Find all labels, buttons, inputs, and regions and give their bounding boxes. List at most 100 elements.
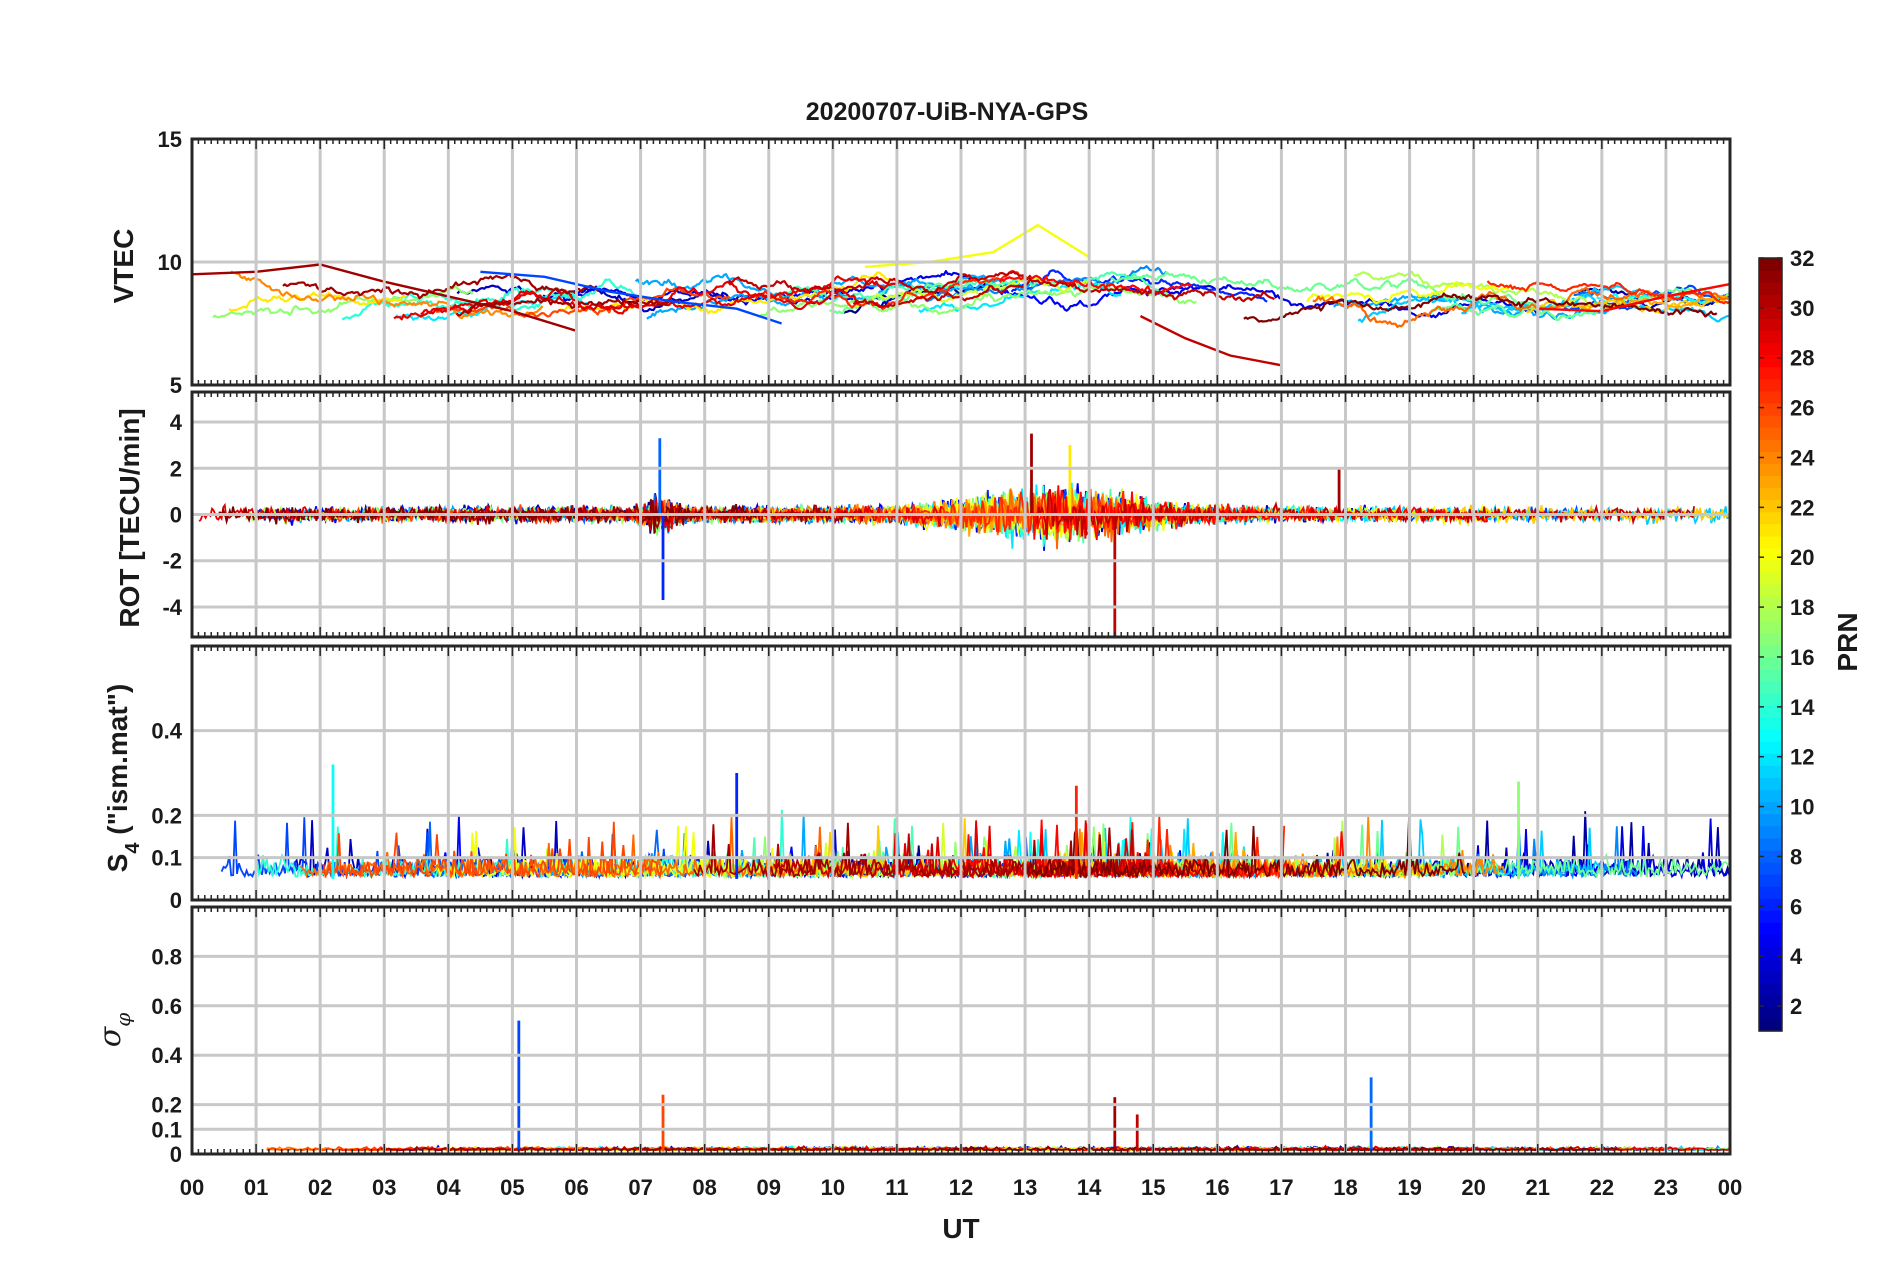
colorbar-tick-label: 14 [1790,695,1815,720]
colorbar-cell [1759,717,1782,730]
colorbar-cell [1759,668,1782,682]
rot-ylabel: ROT [TECU/min] [114,408,145,627]
colorbar-cell [1759,535,1782,549]
x-tick-label: 02 [308,1175,332,1200]
sigma-frame [190,905,1732,1156]
colorbar-tick-label: 32 [1790,246,1814,271]
vtec-frame [190,137,1732,387]
s4-grid [190,644,1732,902]
colorbar-cell [1759,898,1782,911]
rot-frame [190,390,1732,639]
rot-ytick-label: 4 [170,410,183,435]
vtec-ytick-label: 10 [158,250,182,275]
colorbar-cell [1759,680,1782,694]
x-tick-label: 07 [628,1175,652,1200]
colorbar-cell [1759,439,1782,452]
colorbar-cell [1759,547,1782,561]
sigma-ytick-label: 0.4 [151,1043,182,1068]
vtec-series-line [1110,271,1561,312]
colorbar-cell [1759,282,1782,295]
colorbar-cell [1759,258,1782,271]
colorbar-cell [1759,861,1782,875]
colorbar-frame [1758,257,1783,1032]
x-tick-label: 21 [1526,1175,1550,1200]
s4-ytick-label: 0.4 [151,719,182,744]
colorbar-cell [1759,692,1782,706]
colorbar-cell [1759,415,1782,428]
colorbar-tick-label: 6 [1790,894,1802,919]
s4-ytick-label: 0 [170,888,182,913]
colorbar-cell [1759,1018,1782,1032]
vtec-ytick-label: 5 [170,373,182,398]
rot-yticks: -4 -2 0 2 4 [162,410,182,620]
colorbar-cells [1758,257,1783,1032]
x-tick-label: 06 [564,1175,588,1200]
vtec-series-line [1243,292,1718,323]
colorbar-cell [1759,765,1782,778]
s4-yticks: 0 0.1 0.2 0.4 [151,719,182,913]
vtec-series-line [728,270,1032,294]
x-tick-label: 18 [1333,1175,1357,1200]
sigma-ytick-label: 0.2 [151,1093,182,1118]
colorbar-cell [1759,753,1782,766]
x-tick-label: 01 [244,1175,268,1200]
colorbar-tick-label: 18 [1790,595,1814,620]
s4-frame [190,644,1732,902]
colorbar-tick-label: 10 [1790,795,1814,820]
s4-ylabel-sub: 4 [122,842,144,854]
colorbar-cell [1759,644,1782,658]
colorbar-cell [1759,886,1782,899]
sigma-ytick-label: 0 [170,1142,182,1167]
vtec-series-line [1010,269,1268,303]
sigma-ytick-label: 0.6 [151,994,182,1019]
colorbar-cell [1759,499,1782,513]
x-tick-label: 16 [1205,1175,1229,1200]
colorbar-tick-label: 8 [1790,844,1802,869]
x-tick-label: 00 [180,1175,204,1200]
rot-ytick-label: 2 [170,456,182,481]
x-tick-label: 04 [436,1175,461,1200]
colorbar-cell [1759,801,1782,815]
vtec-grid [190,137,1732,387]
colorbar-cell [1759,777,1782,791]
s4-ytick-label: 0.2 [151,803,182,828]
sigma-panel: 00.10.2 0.4 0.6 0.8 [151,905,1732,1167]
s4-panel: 0 0.1 0.2 0.4 [151,644,1732,913]
colorbar-cell [1759,463,1782,476]
colorbar-tick-label: 22 [1790,495,1814,520]
colorbar-tick-label: 4 [1790,944,1803,969]
colorbar-tick-label: 2 [1790,994,1802,1019]
vtec-series-line [455,297,681,317]
sigma-grid [190,905,1732,1156]
vtec-panel: 5 10 15 [158,127,1732,398]
colorbar-cell [1759,934,1782,948]
colorbar-cell [1759,306,1782,319]
rot-grid [190,390,1732,639]
colorbar-cell [1759,704,1782,718]
x-tick-label: 12 [949,1175,973,1200]
colorbar-cell [1759,354,1782,368]
x-axis-label: UT [942,1213,979,1244]
figure-title: 20200707-UiB-NYA-GPS [806,98,1089,126]
colorbar-cell [1759,946,1782,960]
colorbar-cell [1759,342,1782,356]
vtec-series-line [754,270,1028,311]
colorbar-cell [1759,596,1782,609]
colorbar-cell [1759,620,1782,633]
s4-ylabel-main: S [102,854,133,873]
colorbar-cell [1759,994,1782,1008]
colorbar-cell [1759,1006,1782,1020]
colorbar-cell [1759,837,1782,851]
colorbar-cell [1759,330,1782,344]
vtec-series [191,223,1731,367]
x-tick-label: 22 [1590,1175,1614,1200]
colorbar-cell [1759,849,1782,863]
x-tick-labels: 00 01 02 03 04 05 06 07 08 09 10 11 12 13 14 15 16 17 18 19… [180,1175,1742,1200]
sigma-ytick-label: 0.8 [151,944,182,969]
rot-panel: -4 -2 0 2 4 [162,390,1732,639]
colorbar-tick-label: 16 [1790,645,1814,670]
colorbar-tick-label: 28 [1790,346,1814,371]
sigma-ytick-label: 0.1 [151,1117,182,1142]
colorbar-cell [1759,741,1782,754]
